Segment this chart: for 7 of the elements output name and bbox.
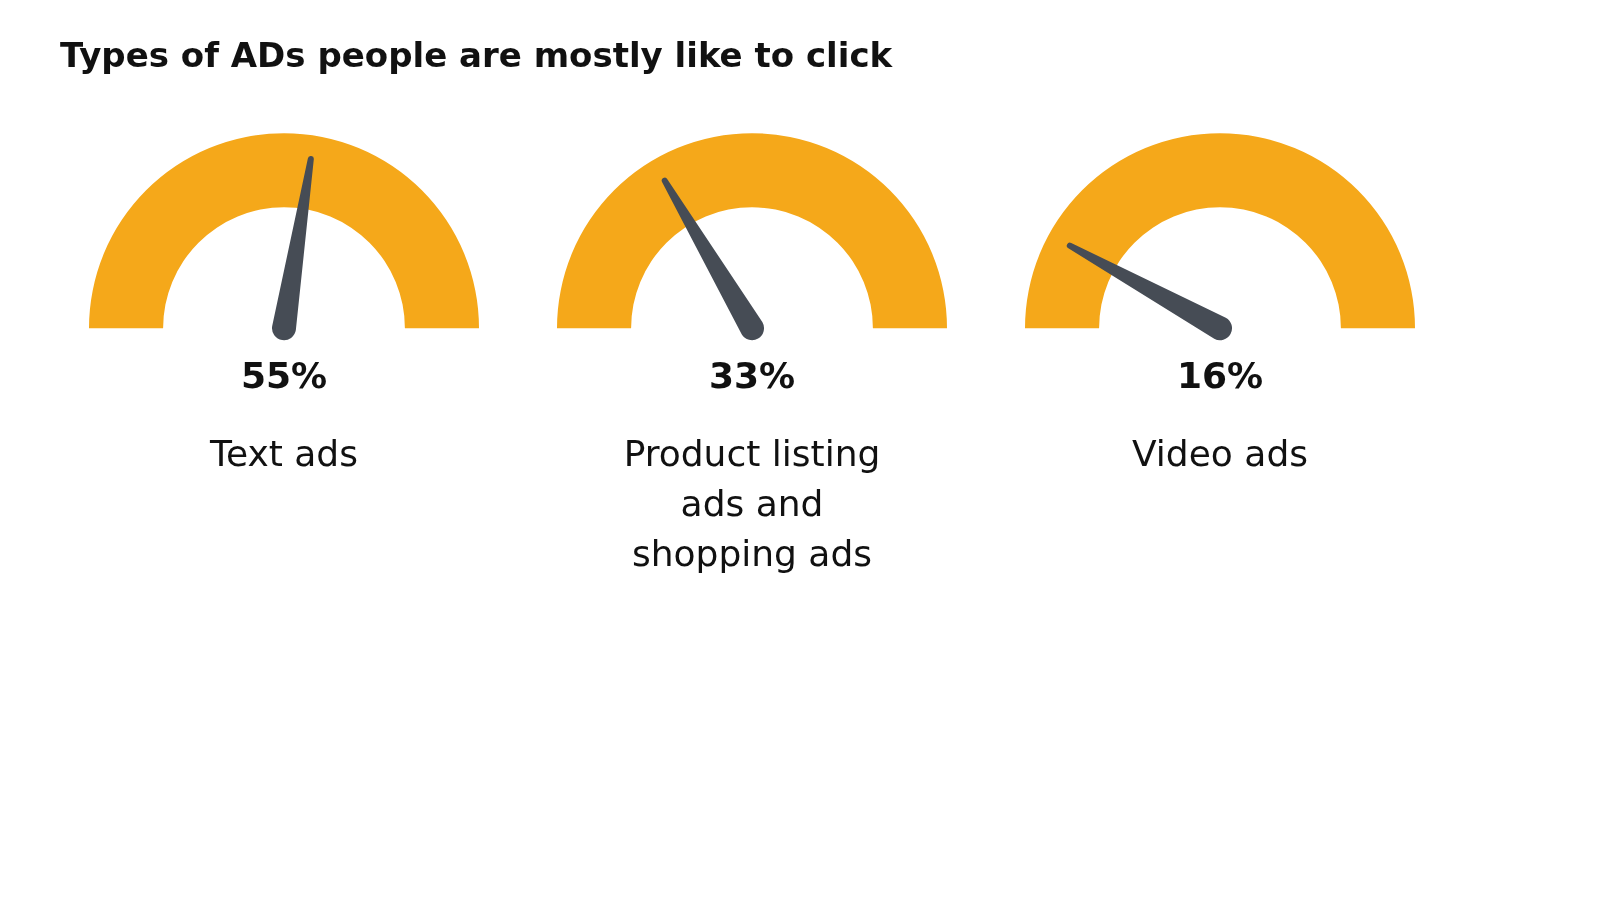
text: Types of ADs people are mostly like to click <box>60 35 894 75</box>
category-label: Video ads <box>1132 433 1308 475</box>
data-label: 16% <box>1176 354 1264 396</box>
category-label: Product listing ads and shopping ads <box>623 433 881 575</box>
data-label: 55% <box>240 354 328 396</box>
category-label: Text ads <box>209 433 358 475</box>
data-label: 33% <box>708 354 796 396</box>
